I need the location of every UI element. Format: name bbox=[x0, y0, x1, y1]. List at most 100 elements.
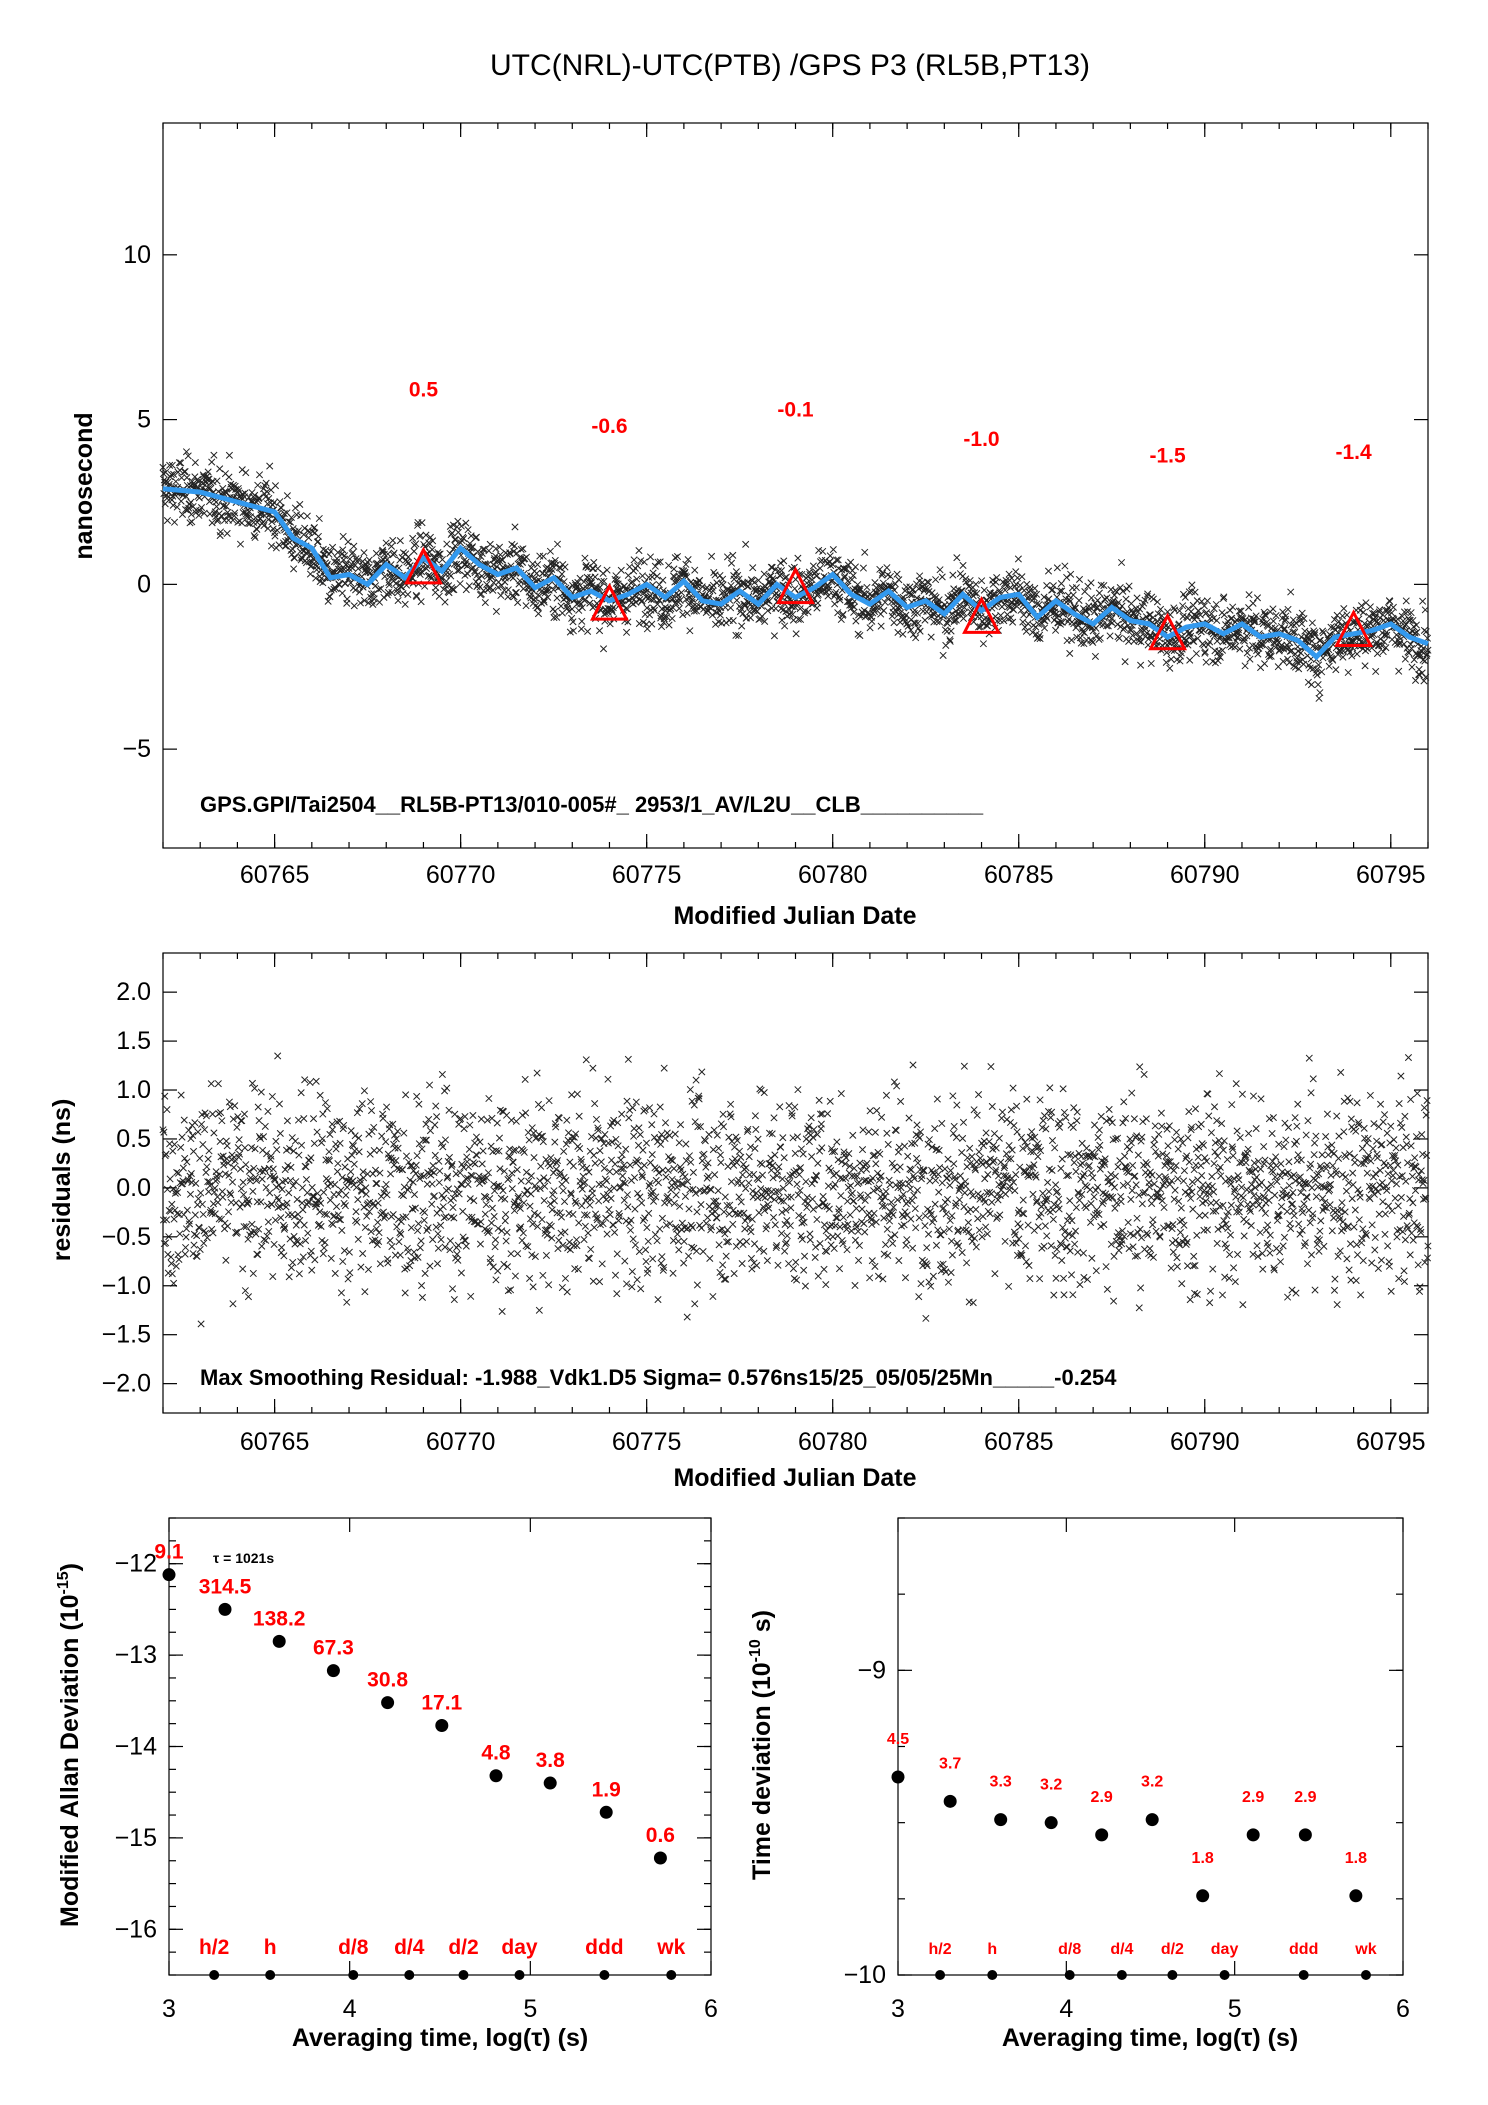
residual-point bbox=[281, 1166, 289, 1174]
residual-point bbox=[767, 1154, 775, 1162]
time-series-point bbox=[1072, 584, 1080, 592]
residual-point bbox=[732, 1242, 740, 1250]
time-series-point bbox=[962, 578, 970, 586]
time-series-point bbox=[1030, 594, 1038, 602]
time-series-point bbox=[1210, 632, 1219, 640]
residual-point bbox=[193, 1252, 201, 1260]
residual-point bbox=[986, 1210, 994, 1218]
time-series-point bbox=[791, 585, 799, 593]
residual-point bbox=[177, 1091, 185, 1099]
residual-point bbox=[682, 1140, 690, 1148]
time-series-point bbox=[761, 617, 769, 626]
time-series-point bbox=[1013, 574, 1022, 582]
time-series-point bbox=[255, 494, 263, 502]
residual-point bbox=[311, 1256, 319, 1264]
time-series-point bbox=[1254, 650, 1262, 658]
time-series-point bbox=[1359, 608, 1367, 616]
residual-point bbox=[535, 1306, 543, 1314]
time-series-point bbox=[297, 512, 305, 520]
residual-point bbox=[244, 1293, 253, 1301]
time-series-point bbox=[580, 578, 588, 586]
time-series-point bbox=[1419, 597, 1427, 605]
residual-point bbox=[503, 1228, 511, 1236]
residual-point bbox=[677, 1121, 685, 1129]
residual-point bbox=[906, 1185, 914, 1193]
residual-point bbox=[751, 1144, 759, 1152]
time-series-annotation: GPS.GPI/Tai2504__RL5B-PT13/010-005#_ 295… bbox=[200, 792, 984, 817]
residual-point bbox=[587, 1245, 595, 1253]
time-series-point bbox=[443, 540, 451, 548]
residual-point bbox=[975, 1148, 983, 1156]
time-series-point bbox=[683, 609, 691, 617]
time-series-point bbox=[669, 595, 677, 603]
time-series-point bbox=[1137, 627, 1146, 635]
residual-point bbox=[194, 1128, 202, 1136]
residual-point bbox=[866, 1274, 874, 1282]
time-series-point bbox=[1267, 652, 1275, 660]
residual-point bbox=[394, 1127, 402, 1135]
time-series-point bbox=[578, 617, 586, 625]
time-series-ticks: 60765 60770 60775 60780 60785 60790 60795−5051… bbox=[122, 123, 1429, 889]
residual-point bbox=[502, 1237, 510, 1245]
time-series-point bbox=[1014, 555, 1022, 563]
time-series-point bbox=[1167, 655, 1175, 663]
residual-point bbox=[285, 1189, 293, 1197]
time-series-point bbox=[398, 583, 406, 591]
time-series-point bbox=[1298, 609, 1306, 617]
time-series-point bbox=[417, 598, 425, 606]
time-series-point bbox=[1058, 618, 1066, 627]
residual-point bbox=[476, 1138, 484, 1146]
time-series-point bbox=[409, 534, 417, 542]
time-series-point bbox=[267, 542, 276, 550]
time-series-point bbox=[782, 573, 790, 581]
time-series-point bbox=[1199, 626, 1208, 634]
time-series-point bbox=[377, 585, 385, 593]
residual-point bbox=[585, 1254, 593, 1263]
residual-point bbox=[808, 1153, 816, 1161]
residual-point bbox=[500, 1260, 508, 1268]
time-series-point bbox=[640, 589, 648, 597]
time-series-ytick-label: −5 bbox=[122, 735, 151, 763]
residual-point bbox=[572, 1199, 580, 1207]
time-series-point bbox=[251, 491, 259, 499]
residual-point bbox=[956, 1172, 964, 1180]
time-series-point bbox=[673, 552, 682, 561]
time-series-point bbox=[916, 572, 924, 580]
time-series-point bbox=[1289, 628, 1297, 636]
residual-point bbox=[727, 1178, 736, 1186]
time-series-point bbox=[365, 563, 373, 572]
residual-point bbox=[491, 1236, 500, 1244]
time-series-point bbox=[401, 600, 409, 608]
time-series-point bbox=[557, 602, 565, 610]
residual-point bbox=[240, 1110, 249, 1118]
time-series-point bbox=[1147, 659, 1155, 668]
time-series-point bbox=[188, 518, 196, 526]
time-series-point bbox=[1067, 570, 1075, 578]
residual-point bbox=[947, 1237, 956, 1245]
residual-point bbox=[946, 1181, 954, 1189]
residual-point bbox=[813, 1215, 821, 1224]
time-series-point bbox=[159, 463, 167, 471]
residual-point bbox=[693, 1208, 701, 1216]
residual-point bbox=[688, 1243, 696, 1251]
residual-point bbox=[843, 1197, 852, 1205]
residual-point bbox=[720, 1275, 728, 1283]
residual-point bbox=[773, 1167, 782, 1175]
residual-point bbox=[272, 1137, 280, 1145]
residual-point bbox=[866, 1107, 874, 1115]
residual-point bbox=[748, 1265, 756, 1273]
residual-point bbox=[361, 1288, 369, 1296]
time-series-point bbox=[939, 651, 947, 659]
residual-point bbox=[648, 1121, 656, 1129]
time-series-point bbox=[275, 541, 283, 549]
time-series-point bbox=[1123, 585, 1131, 593]
residual-point bbox=[791, 1103, 799, 1111]
residual-point bbox=[626, 1161, 634, 1169]
time-series-point bbox=[1286, 647, 1294, 655]
time-series-point bbox=[686, 627, 694, 635]
time-series-point bbox=[327, 586, 335, 594]
residual-point bbox=[550, 1197, 558, 1205]
residual-point bbox=[680, 1237, 688, 1246]
residual-point bbox=[418, 1293, 427, 1301]
time-series-point bbox=[909, 631, 918, 639]
